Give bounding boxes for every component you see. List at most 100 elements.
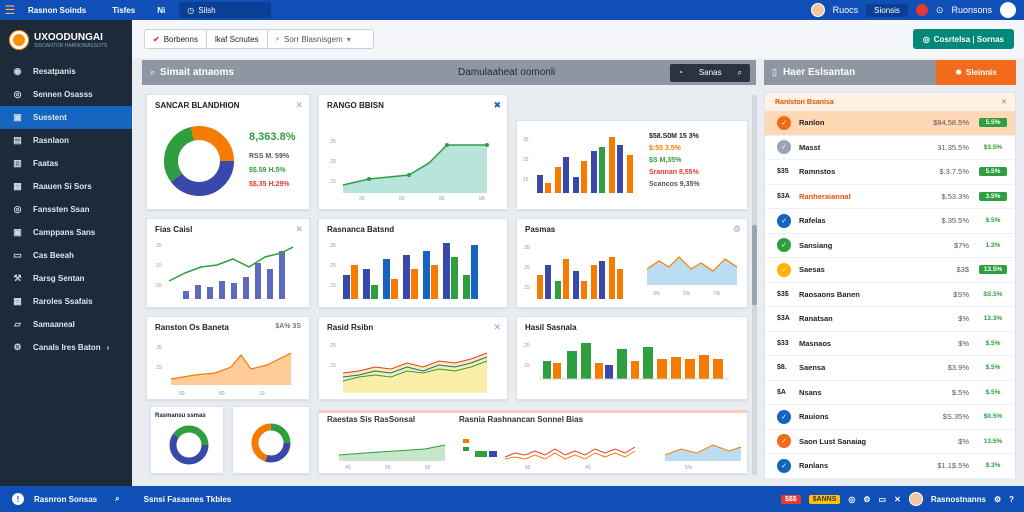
- sidebar-item[interactable]: ▭ Cas Beeah: [0, 244, 132, 267]
- search-input[interactable]: ⌕ Sorr Blasnisgem ▾: [266, 30, 373, 48]
- list-item[interactable]: ✓ Rafelas $.35.5% $.5%: [765, 209, 1015, 234]
- sidebar-item[interactable]: ▱ Samaaneal: [0, 313, 132, 336]
- right-header-button[interactable]: ✸ Sleinnis: [936, 60, 1016, 85]
- sidebar-item[interactable]: ⚒ Rarsg Sentan: [0, 267, 132, 290]
- help-icon[interactable]: ⊙: [935, 4, 944, 15]
- main-header-title: Simait atnaoms: [160, 67, 234, 78]
- svg-text:15: 15: [523, 177, 529, 183]
- settings-icon[interactable]: ⚙: [732, 224, 741, 234]
- search-icon: ⌕: [275, 34, 281, 43]
- svg-text:45: 45: [345, 465, 351, 471]
- target-icon[interactable]: ◎: [848, 494, 856, 504]
- svg-text:65: 65: [425, 465, 431, 471]
- row-value: $1.1$.5%: [937, 461, 969, 471]
- card-title: Raestas Sis RasSonsal: [327, 415, 416, 424]
- list-item[interactable]: ✓$8.Saensa$3.9%$.5%: [765, 356, 1015, 381]
- sidebar-item-label: Raroles Ssafais: [33, 297, 93, 306]
- hamburger-menu-icon[interactable]: ☰: [4, 3, 16, 17]
- list-item[interactable]: ✓ Saon Lust Sanaiag $% 13.5%: [765, 430, 1015, 454]
- primary-action-button[interactable]: ◎ Cosrtelsa | Sornas: [912, 29, 1014, 49]
- list-item[interactable]: ✓ Sansiang $7% 1.3%: [765, 234, 1015, 258]
- info-icon[interactable]: !: [12, 493, 24, 505]
- brand: UXOODUNGAI SISOANTOR HARNOMASSOTS: [0, 20, 132, 60]
- row-value: $3$: [956, 265, 969, 275]
- sidebar-item[interactable]: ▦ Raauen Si Sors: [0, 175, 132, 198]
- gear-icon[interactable]: ⚙: [863, 494, 871, 504]
- settings-icon[interactable]: ⚙: [993, 494, 1002, 504]
- area-chart: .25 .20 .15 20 50 90 98: [329, 139, 489, 202]
- status-icon: ✓: [777, 458, 791, 473]
- sidebar-item[interactable]: ◉ Resatpanis: [0, 60, 132, 83]
- sidebar-item[interactable]: ▤ Rasnlaon: [0, 129, 132, 152]
- svg-text:.20: .20: [329, 159, 336, 165]
- top-pill[interactable]: Sionsis: [866, 3, 908, 17]
- top-nav-item[interactable]: Ni: [157, 5, 166, 15]
- toolbar-button-1[interactable]: ✔ Borbenns: [153, 34, 198, 44]
- main-scrollbar[interactable]: [752, 95, 757, 475]
- status-badge: 13.5%: [979, 265, 1007, 275]
- close-icon[interactable]: ✕: [894, 494, 901, 504]
- close-icon[interactable]: ✕: [295, 100, 303, 110]
- sidebar-item[interactable]: ▣ Suestent: [0, 106, 132, 129]
- avatar[interactable]: [810, 3, 825, 17]
- status-badge: 13.3%: [983, 315, 1003, 323]
- row-prefix: $35: [777, 168, 789, 176]
- sidebar-item[interactable]: ◎ Sennen Osasss: [0, 83, 132, 106]
- top-bar: ☰ Rasnon Soinds Tisfes Ni ◷ Silsh Ruocs …: [0, 0, 1024, 20]
- kpi: Srannan 8,55%: [649, 169, 699, 176]
- toolbar-button-2[interactable]: lkaf Scnutes: [205, 30, 267, 48]
- gear-icon: ⚙: [13, 342, 22, 352]
- bottom-bar: ! Rasnron Sonsas ⌕ Ssnsi Fasasnes Tkbles…: [0, 486, 1024, 512]
- scrollbar-thumb[interactable]: [752, 225, 757, 305]
- row-value: $S%: [953, 289, 969, 299]
- sidebar-item[interactable]: ▦ Raroles Ssafais: [0, 290, 132, 313]
- list-item[interactable]: ✓ Ranlans $1.1$.5% $.3%: [765, 454, 1015, 479]
- svg-text:.25: .25: [523, 265, 530, 271]
- row-label: Ranlon: [799, 118, 825, 128]
- close-icon[interactable]: ✕: [493, 322, 501, 332]
- top-tab[interactable]: ◷ Silsh: [179, 2, 272, 18]
- row-value: $84,58.5%: [933, 118, 969, 128]
- search-icon[interactable]: ⌕: [115, 494, 120, 503]
- sidebar-item-label: Raauen Si Sors: [33, 182, 92, 191]
- layers-icon: ▱: [14, 319, 21, 329]
- card-title: Hasil Sasnala: [525, 323, 577, 332]
- sidebar-item[interactable]: ⚙ Canals Ires Baton ›: [0, 336, 132, 359]
- account-name[interactable]: Ruonsons: [951, 5, 992, 15]
- close-icon[interactable]: ✕: [295, 224, 303, 234]
- right-header: ▯ Haer Eslsantan ✸ Sleinnis: [764, 60, 1016, 85]
- list-item[interactable]: ✓ Ranlon $84,58.5% 5.5%: [765, 111, 1015, 136]
- status-badge: $.5%: [985, 217, 1001, 225]
- status-icon: ✓: [777, 115, 791, 130]
- expand-icon[interactable]: ✖: [493, 100, 501, 110]
- sidebar-item[interactable]: ▣ Camppans Sans: [0, 221, 132, 244]
- sidebar-item-label: Resatpanis: [33, 67, 76, 76]
- list-item[interactable]: ✓ Saesas $3$ 13.5%: [765, 258, 1015, 283]
- list-item[interactable]: ✓$3$Raosaons Banen$S%$S.5%: [765, 283, 1015, 307]
- target-icon: ◎: [922, 34, 930, 44]
- close-icon[interactable]: ✕: [1001, 99, 1007, 106]
- card-donut-summary: SANCAR BLANDHION ✕ 8,363.8% RSS M. 59% $…: [146, 94, 310, 210]
- main-header-button[interactable]: ◔ Sanas ⌕: [670, 63, 750, 82]
- card-wide-trends: Raestas Sis RasSonsal Rasnia Rashnancan …: [318, 410, 748, 474]
- profile-avatar[interactable]: [1000, 2, 1016, 18]
- sidebar-item[interactable]: ▥ Faatas: [0, 152, 132, 175]
- help-icon[interactable]: ?: [1009, 494, 1014, 504]
- row-label: Masnaos: [799, 338, 832, 348]
- kpi: $$,35 H.29%: [249, 181, 290, 188]
- list-item[interactable]: ✓ Masst 31.35.5% $3.5%: [765, 136, 1015, 160]
- status-icon: ✓: [777, 213, 791, 228]
- list-item[interactable]: ✓ Rauions $S.35% $0.5%: [765, 405, 1015, 430]
- row-value: $.53.3%: [941, 191, 969, 201]
- top-nav-item[interactable]: Tisfes: [112, 5, 136, 15]
- avatar[interactable]: [908, 492, 923, 506]
- sidebar-item[interactable]: ◎ Fanssten Ssan: [0, 198, 132, 221]
- chat-icon[interactable]: ▭: [878, 494, 887, 504]
- notification-icon[interactable]: [915, 4, 928, 16]
- user-name: Ruocs: [832, 5, 859, 15]
